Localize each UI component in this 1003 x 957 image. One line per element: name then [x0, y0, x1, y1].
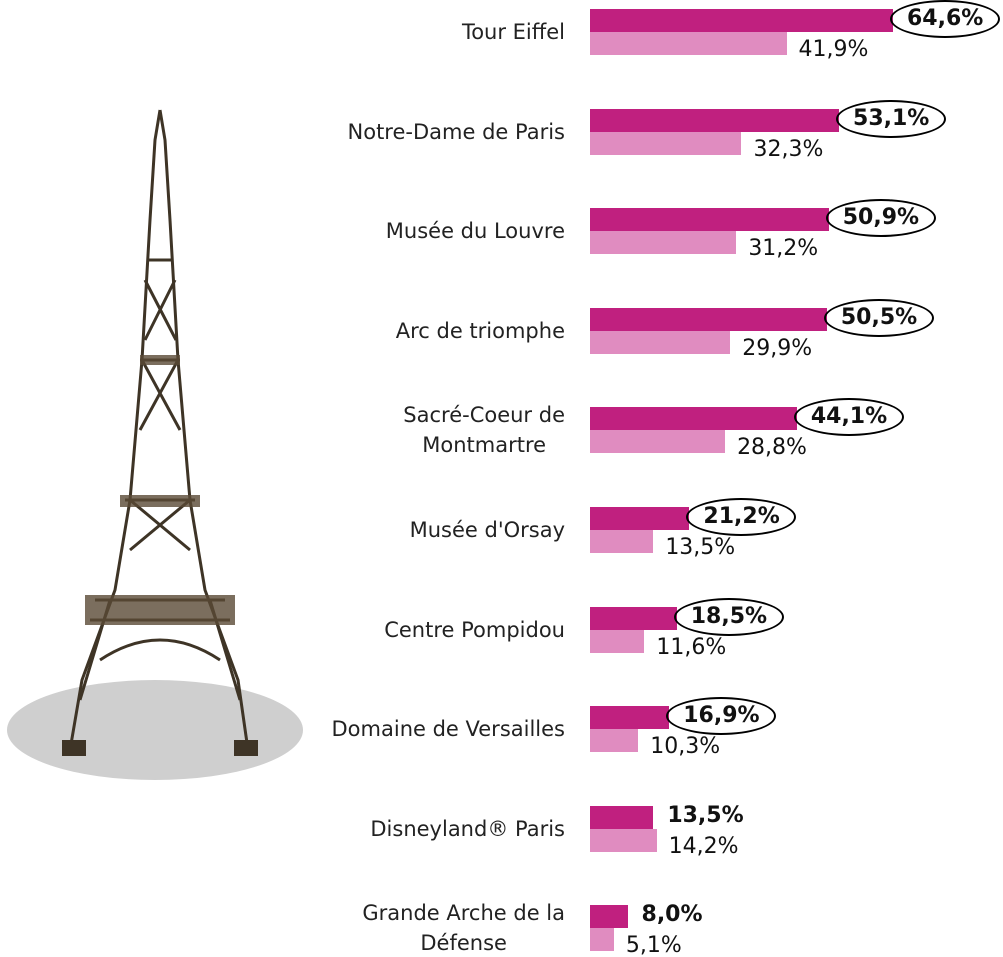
- bar: [590, 407, 797, 430]
- bar: [590, 507, 689, 530]
- value-label: 31,2%: [748, 237, 818, 261]
- category-label: Grande Arche de la Défense: [362, 898, 565, 957]
- eiffel-tower-image: [0, 100, 310, 900]
- value-label: 14,2%: [669, 835, 739, 859]
- category-label: Sacré-Coeur de Montmartre: [403, 400, 565, 460]
- bar: [590, 530, 653, 553]
- bar: [590, 928, 614, 951]
- value-label: 28,8%: [737, 436, 807, 460]
- bar: [590, 109, 839, 132]
- value-label: 13,5%: [665, 536, 735, 560]
- bar: [590, 806, 653, 829]
- bar: [590, 208, 829, 231]
- category-label: Musée d'Orsay: [410, 515, 565, 545]
- bar: [590, 729, 638, 752]
- bar: [590, 32, 787, 55]
- highlight-ring: [836, 100, 946, 138]
- highlight-ring: [794, 398, 904, 436]
- category-label: Tour Eiffel: [462, 17, 565, 47]
- category-label: Arc de triomphe: [396, 316, 565, 346]
- highlight-ring: [890, 0, 1000, 38]
- bar: [590, 331, 730, 354]
- value-label: 5,1%: [626, 934, 682, 957]
- category-label: Notre-Dame de Paris: [348, 117, 565, 147]
- bar: [590, 630, 644, 653]
- value-label: 32,3%: [753, 138, 823, 162]
- bar: [590, 706, 669, 729]
- highlight-ring: [824, 299, 934, 337]
- value-label: 10,3%: [650, 735, 720, 759]
- category-label: Musée du Louvre: [386, 216, 565, 246]
- bar: [590, 905, 628, 928]
- value-label: 29,9%: [742, 337, 812, 361]
- bar: [590, 231, 736, 254]
- bar: [590, 430, 725, 453]
- highlight-ring: [826, 199, 936, 237]
- category-label: Domaine de Versailles: [332, 714, 565, 744]
- value-label: 11,6%: [656, 636, 726, 660]
- bar: [590, 607, 677, 630]
- value-label: 13,5%: [667, 804, 743, 828]
- bar: [590, 132, 741, 155]
- bar: [590, 829, 657, 852]
- category-label: Centre Pompidou: [384, 615, 565, 645]
- highlight-ring: [686, 498, 796, 536]
- category-label: Disneyland® Paris: [370, 814, 565, 844]
- chart: Tour Eiffel64,6%41,9%Notre-Dame de Paris…: [0, 0, 1003, 957]
- highlight-ring: [666, 697, 776, 735]
- highlight-ring: [674, 598, 784, 636]
- bar: [590, 9, 893, 32]
- bar: [590, 308, 827, 331]
- value-label: 8,0%: [642, 903, 703, 927]
- value-label: 41,9%: [799, 38, 869, 62]
